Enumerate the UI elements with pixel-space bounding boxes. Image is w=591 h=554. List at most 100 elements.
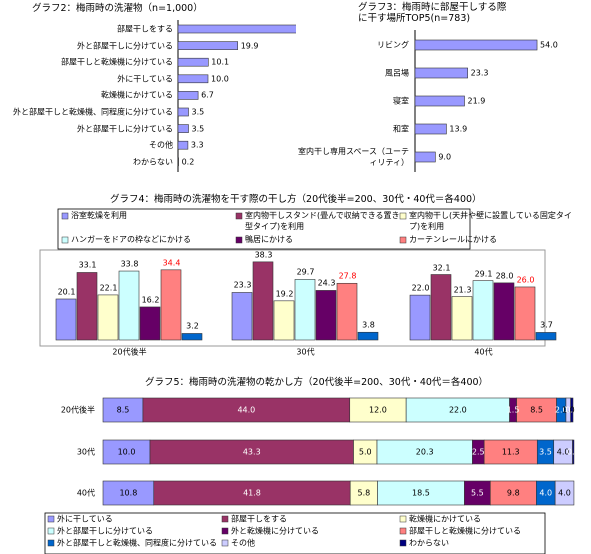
value-label: 3.3 xyxy=(190,140,204,150)
value-label: 23.3 xyxy=(233,280,252,290)
legend-swatch xyxy=(47,527,55,535)
value-label: 9.8 xyxy=(506,488,520,498)
value-label: 4.0 xyxy=(558,488,571,498)
value-label: 10.1 xyxy=(211,57,230,67)
category-label: 20代後半 xyxy=(112,347,147,357)
legend-swatch xyxy=(399,515,407,523)
value-label: 26.0 xyxy=(516,275,535,285)
value-label: 10.0 xyxy=(117,447,136,457)
legend-label: 部屋干しをする xyxy=(231,514,287,524)
bar xyxy=(177,41,239,50)
chart-title: グラフ4：梅雨時の洗濯物を干す際の干し方（20代後半=200、30代・40代＝各… xyxy=(110,194,482,205)
bar xyxy=(409,294,431,341)
legend-swatch xyxy=(399,236,407,244)
value-label: 18.5 xyxy=(412,488,430,498)
value-label: 10.0 xyxy=(211,74,229,84)
value-label: 32.1 xyxy=(432,263,451,273)
legend-label: 室内物干し(天井や壁に設置している固定タイプ)を利用 xyxy=(409,211,572,231)
legend-label: その他 xyxy=(231,538,255,548)
value-label: 34.4 xyxy=(162,258,181,268)
bar xyxy=(414,123,447,135)
value-label: 27.8 xyxy=(338,271,357,281)
bar xyxy=(493,282,515,341)
chart-title: グラフ5：梅雨時の洗濯物の乾かし方（20代後半=200、30代・40代＝各400… xyxy=(145,377,489,388)
bar xyxy=(177,140,189,150)
bar xyxy=(430,274,452,341)
bar xyxy=(76,272,98,341)
bar-segment xyxy=(149,439,354,465)
bar-segment xyxy=(102,480,155,506)
value-label: 1.5 xyxy=(506,405,520,415)
legend-box xyxy=(44,512,546,554)
bar-segment xyxy=(554,480,575,506)
bar xyxy=(177,24,296,34)
bar xyxy=(414,95,465,107)
category-label: リビング xyxy=(377,40,409,50)
plot-frame xyxy=(39,249,546,347)
legend-label: 乾燥機にかけている xyxy=(409,514,481,524)
value-label: 21.3 xyxy=(453,285,472,295)
value-label: 33.1 xyxy=(78,260,97,270)
category-label: 30代 xyxy=(76,447,95,457)
category-label: 20代後半 xyxy=(60,405,95,415)
bar-segment xyxy=(405,397,510,423)
value-label: 0.5 xyxy=(565,405,579,415)
bar-segment xyxy=(572,439,575,465)
value-label: 6.7 xyxy=(201,90,214,100)
category-label: 30代 xyxy=(296,347,315,357)
bar xyxy=(181,333,203,341)
value-label: 54.0 xyxy=(540,40,558,50)
category-label: その他 xyxy=(149,140,173,150)
legend-label: わからない xyxy=(409,538,449,548)
bar-segment xyxy=(516,397,557,423)
category-label: 風呂場 xyxy=(385,68,409,78)
legend-swatch xyxy=(61,236,69,244)
legend-label: 部屋干しと乾燥機に分けている xyxy=(409,526,521,536)
value-label: 5.5 xyxy=(470,488,484,498)
legend-label: 外と乾燥機に分けている xyxy=(231,526,319,536)
value-label: 3.5 xyxy=(539,447,552,457)
bar xyxy=(294,279,316,341)
category-label: 40代 xyxy=(76,488,95,498)
legend-swatch xyxy=(47,539,55,547)
value-label: 19.9 xyxy=(240,41,259,51)
value-label: 0.2 xyxy=(181,157,195,167)
value-label: 5.0 xyxy=(358,447,372,457)
value-label: 23.3 xyxy=(470,68,489,78)
legend-swatch xyxy=(221,527,229,535)
legend-swatch xyxy=(47,515,55,523)
value-label: 41.8 xyxy=(243,488,261,498)
legend-swatch xyxy=(399,527,407,535)
value-label: 0.3 xyxy=(566,447,580,457)
value-label: 22.1 xyxy=(99,283,118,293)
value-label: 4.0 xyxy=(556,447,570,457)
bar xyxy=(177,74,209,84)
value-label: 3.5 xyxy=(191,107,205,117)
bar-segment xyxy=(489,480,537,506)
bar xyxy=(139,306,161,341)
value-label: 4.0 xyxy=(539,488,553,498)
value-label: 5.8 xyxy=(357,488,371,498)
bar xyxy=(514,286,536,341)
bar xyxy=(336,282,358,341)
value-label: 29.7 xyxy=(296,267,315,277)
legend-label: 外と部屋干しに分けている xyxy=(57,526,153,536)
value-label: 12.0 xyxy=(369,405,387,415)
value-label: 21.9 xyxy=(467,96,486,106)
legend-swatch xyxy=(399,539,407,547)
value-label: 33.8 xyxy=(120,259,139,269)
category-label: 寝室 xyxy=(393,96,409,106)
bar xyxy=(414,151,436,163)
category-label: わからない xyxy=(133,157,173,167)
bar-segment xyxy=(483,439,538,465)
value-label: 2.0 xyxy=(554,405,568,415)
bar xyxy=(177,157,179,167)
bar xyxy=(414,39,538,51)
bar xyxy=(177,124,189,133)
legend-label: 鴨居にかける xyxy=(245,235,293,244)
value-label: 22.0 xyxy=(411,283,430,293)
bar xyxy=(357,331,379,341)
value-label: 3.7 xyxy=(540,320,553,330)
